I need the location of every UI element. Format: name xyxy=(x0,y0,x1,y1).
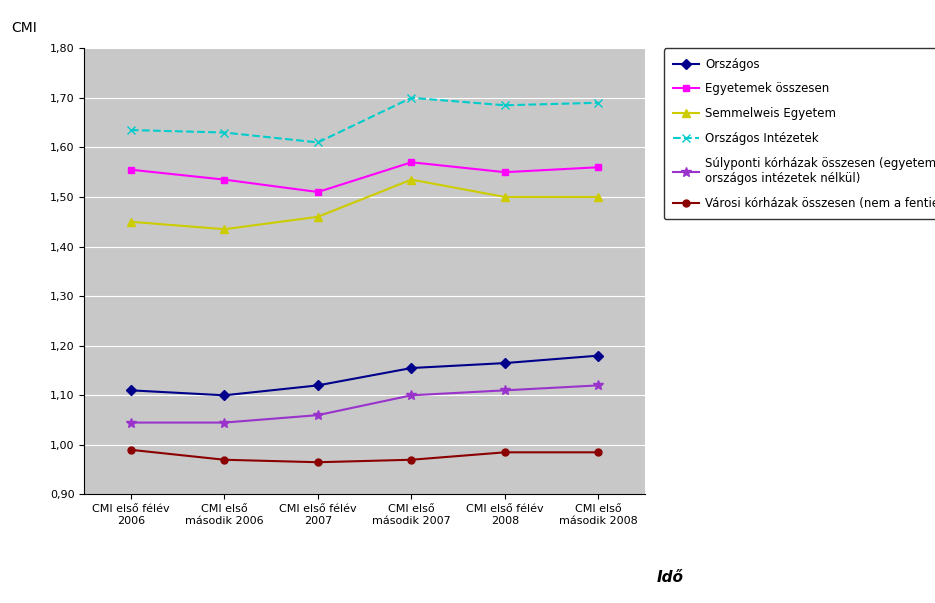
Súlyponti kórházak összesen (egyetemek és
országos intézetek nélkül) xyxy=(499,387,511,394)
Országos Intézetek xyxy=(125,127,137,134)
Országos xyxy=(499,359,511,367)
Városi kórházak összesen (nem a fentiek) xyxy=(406,456,417,463)
Városi kórházak összesen (nem a fentiek) xyxy=(219,456,230,463)
Line: Semmelweis Egyetem: Semmelweis Egyetem xyxy=(127,175,602,233)
Városi kórházak összesen (nem a fentiek) xyxy=(593,449,604,456)
Országos xyxy=(312,382,324,389)
Egyetemek összesen xyxy=(499,169,511,176)
Országos xyxy=(406,364,417,371)
Semmelweis Egyetem xyxy=(219,226,230,233)
Súlyponti kórházak összesen (egyetemek és
országos intézetek nélkül) xyxy=(593,382,604,389)
Legend: Országos, Egyetemek összesen, Semmelweis Egyetem, Országos Intézetek, Súlyponti : Országos, Egyetemek összesen, Semmelweis… xyxy=(664,48,935,219)
Városi kórházak összesen (nem a fentiek) xyxy=(499,449,511,456)
Városi kórházak összesen (nem a fentiek) xyxy=(312,459,324,466)
Országos Intézetek xyxy=(219,129,230,136)
Országos Intézetek xyxy=(312,139,324,146)
Semmelweis Egyetem xyxy=(499,194,511,201)
Semmelweis Egyetem xyxy=(312,213,324,221)
Országos Intézetek xyxy=(406,94,417,101)
Súlyponti kórházak összesen (egyetemek és
országos intézetek nélkül) xyxy=(219,419,230,426)
Országos xyxy=(219,392,230,399)
Egyetemek összesen xyxy=(219,176,230,183)
Súlyponti kórházak összesen (egyetemek és
országos intézetek nélkül) xyxy=(125,419,137,426)
Országos Intézetek xyxy=(593,99,604,106)
Országos xyxy=(593,352,604,359)
Egyetemek összesen xyxy=(125,166,137,173)
Városi kórházak összesen (nem a fentiek) xyxy=(125,446,137,453)
Országos Intézetek xyxy=(499,102,511,109)
Semmelweis Egyetem xyxy=(125,218,137,226)
Súlyponti kórházak összesen (egyetemek és
országos intézetek nélkül) xyxy=(312,411,324,418)
Semmelweis Egyetem xyxy=(593,194,604,201)
Text: Idő: Idő xyxy=(656,570,683,586)
Egyetemek összesen xyxy=(593,163,604,171)
Line: Országos: Országos xyxy=(127,352,602,399)
Súlyponti kórházak összesen (egyetemek és
országos intézetek nélkül) xyxy=(406,392,417,399)
Országos xyxy=(125,387,137,394)
Egyetemek összesen xyxy=(312,188,324,195)
Line: Súlyponti kórházak összesen (egyetemek és
országos intézetek nélkül): Súlyponti kórházak összesen (egyetemek é… xyxy=(126,380,603,428)
Text: CMI: CMI xyxy=(11,21,37,35)
Line: Országos Intézetek: Országos Intézetek xyxy=(127,93,602,147)
Semmelweis Egyetem xyxy=(406,176,417,183)
Egyetemek összesen xyxy=(406,159,417,166)
Line: Egyetemek összesen: Egyetemek összesen xyxy=(127,159,602,195)
Line: Városi kórházak összesen (nem a fentiek): Városi kórházak összesen (nem a fentiek) xyxy=(127,446,602,466)
